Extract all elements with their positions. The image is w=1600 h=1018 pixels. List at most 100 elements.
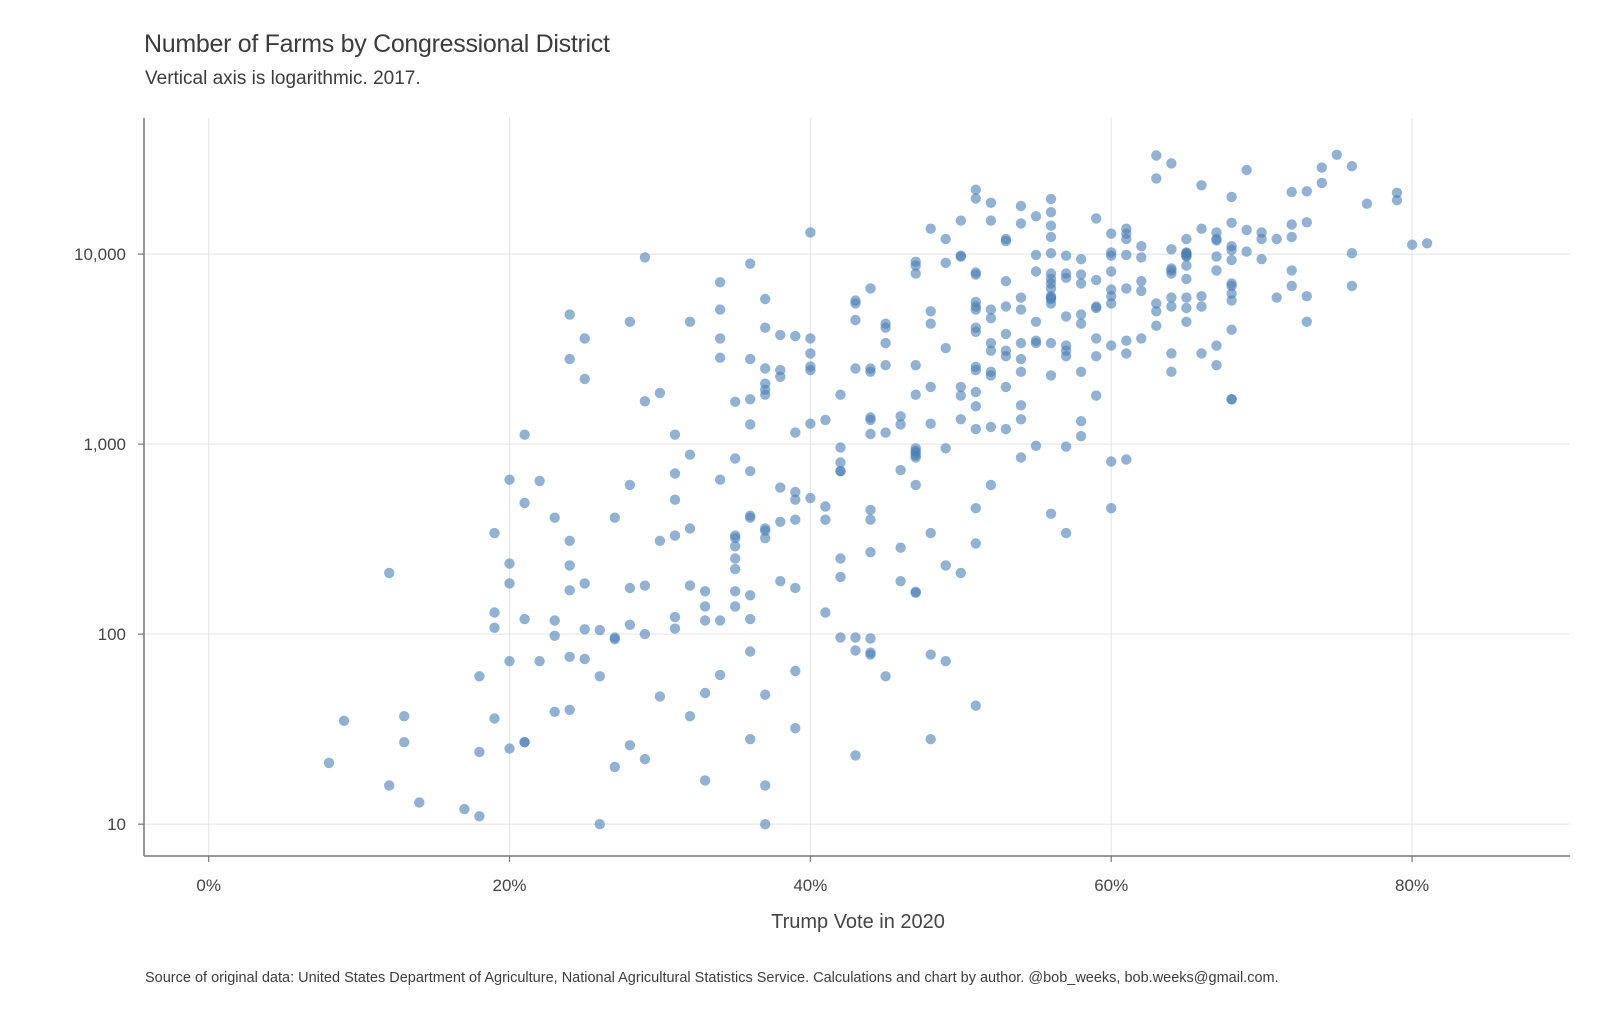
data-point [745,419,756,430]
data-point [955,381,966,393]
data-point [1000,235,1012,247]
data-point [820,501,831,512]
data-point [1151,150,1162,161]
data-point [910,360,921,371]
data-point [1211,251,1222,262]
data-point [1075,269,1087,280]
data-point [1286,265,1297,276]
data-point [910,389,921,400]
data-point [1030,440,1042,451]
data-point [1316,162,1328,173]
data-point [459,803,470,815]
data-point [1075,254,1087,265]
data-point [1045,337,1057,349]
data-point [1136,241,1147,252]
data-point [1091,390,1102,401]
data-point [985,215,997,226]
data-point [835,457,846,468]
data-point [790,330,801,342]
data-point [1045,508,1057,519]
data-point [940,233,951,245]
data-point [1000,381,1012,393]
data-point [1045,207,1057,218]
data-point [669,494,681,505]
data-point [579,624,590,635]
data-point [624,619,636,630]
data-point [579,333,590,344]
data-point [1226,280,1237,292]
data-point [745,512,756,523]
data-point [925,318,936,329]
source-caption: Source of original data: United States D… [145,970,1279,986]
data-point [955,250,966,261]
data-point [1000,276,1012,287]
data-point [414,797,425,808]
data-point [1136,285,1147,297]
data-point [1091,274,1102,286]
data-point [985,197,997,208]
data-point [820,607,831,618]
data-point [564,585,575,596]
data-point [1121,283,1132,294]
data-point [1166,158,1177,169]
chart-subtitle: Vertical axis is logarithmic. 2017. [145,68,421,89]
data-point [1106,298,1117,309]
data-point [1106,228,1117,239]
data-point [760,363,771,374]
data-point [564,651,575,662]
data-point [639,753,651,765]
data-point [1060,250,1072,261]
data-point [970,267,981,278]
data-point [534,475,545,487]
data-point [790,514,801,525]
data-point [624,582,636,594]
data-point [1106,340,1117,351]
x-tick-label: 40% [793,876,827,895]
data-point [669,429,681,440]
data-point [594,671,605,682]
data-point [745,258,756,269]
data-point [970,423,981,435]
data-point [940,342,951,354]
data-point [699,775,711,786]
data-point [579,373,590,385]
data-point [865,547,876,558]
data-point [910,443,921,454]
data-point [549,512,560,523]
data-point [1346,280,1358,292]
data-point [790,582,801,594]
data-point [1166,301,1177,312]
data-point [745,613,756,625]
data-point [1015,304,1027,315]
data-point [985,337,997,349]
data-point [1106,503,1117,514]
data-point [549,630,560,641]
data-point [714,304,726,315]
data-point [745,353,756,365]
data-point [639,396,651,407]
data-point [1166,244,1177,255]
data-point [624,316,636,327]
data-point [564,309,575,320]
data-point [1091,351,1102,362]
data-point [760,780,771,791]
data-point [684,711,696,722]
data-point [985,421,997,433]
data-point [760,523,771,534]
data-point [955,215,966,226]
data-point [1226,217,1237,228]
data-point [594,819,605,830]
data-point [519,497,530,509]
data-point [609,761,620,773]
data-point [1030,316,1042,327]
data-point [985,313,997,324]
data-point [1196,223,1207,234]
data-point [489,607,500,618]
data-point [1226,191,1237,203]
data-point [805,364,816,376]
data-point [970,301,981,312]
data-point [760,689,771,700]
data-point [669,623,681,634]
data-point [519,429,530,440]
data-point [1301,217,1313,228]
